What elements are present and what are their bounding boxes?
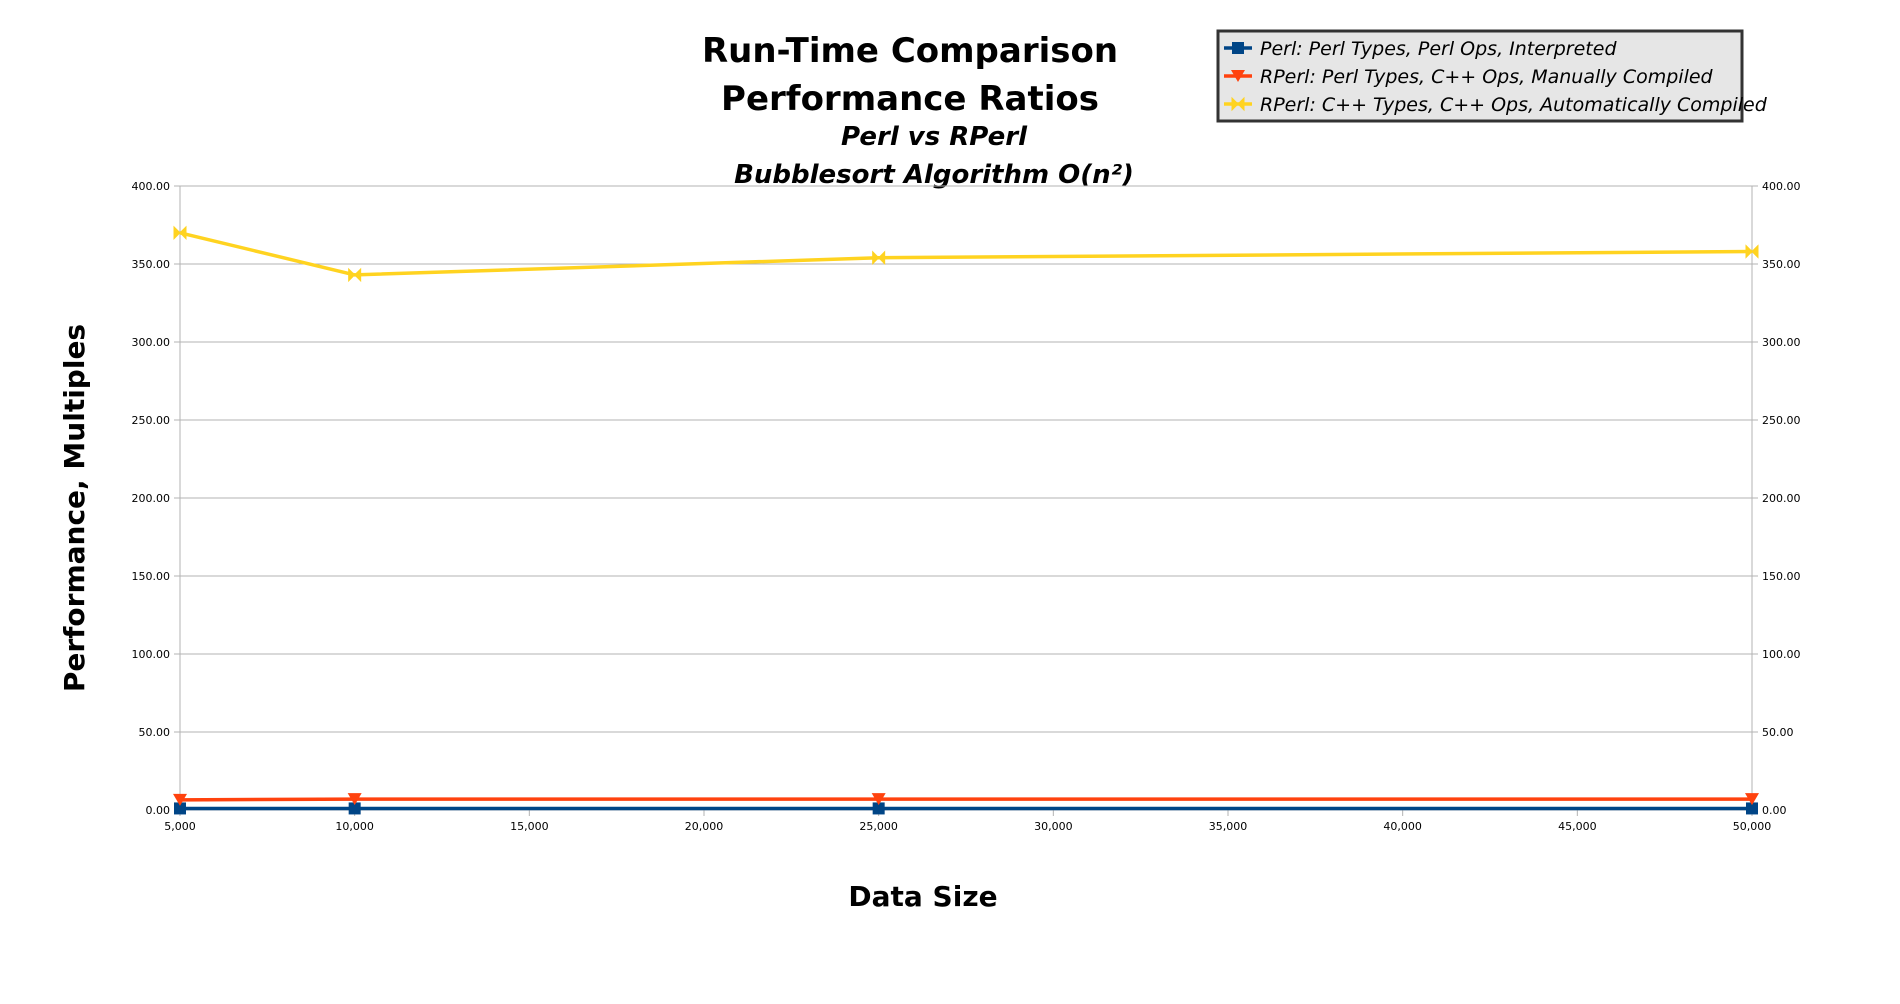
x-tick-label: 15,000 [510,820,549,833]
x-tick-label: 50,000 [1733,820,1772,833]
legend-label: Perl: Perl Types, Perl Ops, Interpreted [1260,38,1617,60]
y-tick-label: 150.00 [132,570,171,583]
x-tick-label: 10,000 [335,820,374,833]
x-tick-label: 40,000 [1383,820,1422,833]
data-point [173,225,181,241]
series-2 [173,793,1759,806]
y2-tick-label: 150.00 [1762,570,1801,583]
y-tick-label: 50.00 [139,726,171,739]
y2-tick-label: 200.00 [1762,492,1801,505]
x-tick-label: 5,000 [164,820,196,833]
tick-labels: 0.00 0.00 50.00 50.00 100.00 100.00 150.00 150.… [132,180,1801,833]
series-line [179,797,1752,802]
chart-title-line2: Performance Ratios [721,79,1099,119]
data-point [179,225,187,241]
data-point [1745,793,1759,806]
chart-subtitle: Perl vs RPerl [841,122,1028,152]
data-point [348,802,361,815]
series-1 [174,802,1758,815]
legend-marker [1231,70,1245,82]
data-point [1745,244,1753,259]
x-tick-label: 35,000 [1209,820,1248,833]
data-point [347,793,362,806]
series-lines [173,225,1759,815]
legend-marker [1232,42,1244,54]
data-point [877,250,886,265]
y-tick-label: 200.00 [132,492,171,505]
x-tick-label: 30,000 [1034,820,1073,833]
y2-tick-label: 50.00 [1762,726,1794,739]
y-tick-label: 0.00 [146,804,171,817]
data-point [1751,244,1759,259]
legend-item: Perl: Perl Types, Perl Ops, Interpreted [1224,38,1617,60]
legend-label: RPerl: C++ Types, C++ Ops, Automatically… [1260,94,1768,116]
grid-lines [174,185,1758,816]
data-point [348,267,356,283]
chart-title: Run-Time Comparison [702,31,1118,71]
y2-tick-label: 400.00 [1762,180,1801,193]
series-line [179,231,1753,277]
y-tick-label: 400.00 [132,180,171,193]
legend-marker [1237,96,1245,112]
legend-box [1216,29,1744,123]
y-tick-label: 100.00 [132,648,171,661]
legend-item: RPerl: Perl Types, C++ Ops, Manually Com… [1224,66,1714,88]
data-point [174,802,186,815]
data-point [871,793,886,806]
y-tick-label: 300.00 [132,336,171,349]
y2-tick-label: 0.00 [1762,804,1787,817]
y-axis-title: Performance, Multiples [58,324,91,692]
chart-subtitle-line2: Bubblesort Algorithm O(n²) [734,160,1134,190]
data-point [1746,802,1758,815]
x-tick-label: 45,000 [1558,820,1597,833]
y-tick-label: 250.00 [132,414,171,427]
legend-label: RPerl: Perl Types, C++ Ops, Manually Com… [1260,66,1714,88]
legend-item: RPerl: C++ Types, C++ Ops, Automatically… [1224,94,1768,116]
data-point [173,793,187,806]
y2-tick-label: 350.00 [1762,258,1801,271]
y2-tick-label: 300.00 [1762,336,1801,349]
x-tick-label: 20,000 [685,820,724,833]
data-point [353,267,362,283]
series-3 [173,225,1759,283]
data-point [872,250,880,265]
y2-tick-label: 250.00 [1762,414,1801,427]
x-axis-title: Data Size [848,880,997,913]
x-tick-label: 25,000 [859,820,898,833]
y2-tick-label: 100.00 [1762,648,1801,661]
data-point [872,802,885,815]
legend: Perl: Perl Types, Perl Ops, Interpreted R… [1216,29,1768,123]
y-tick-label: 350.00 [132,258,171,271]
legend-marker [1231,96,1239,112]
